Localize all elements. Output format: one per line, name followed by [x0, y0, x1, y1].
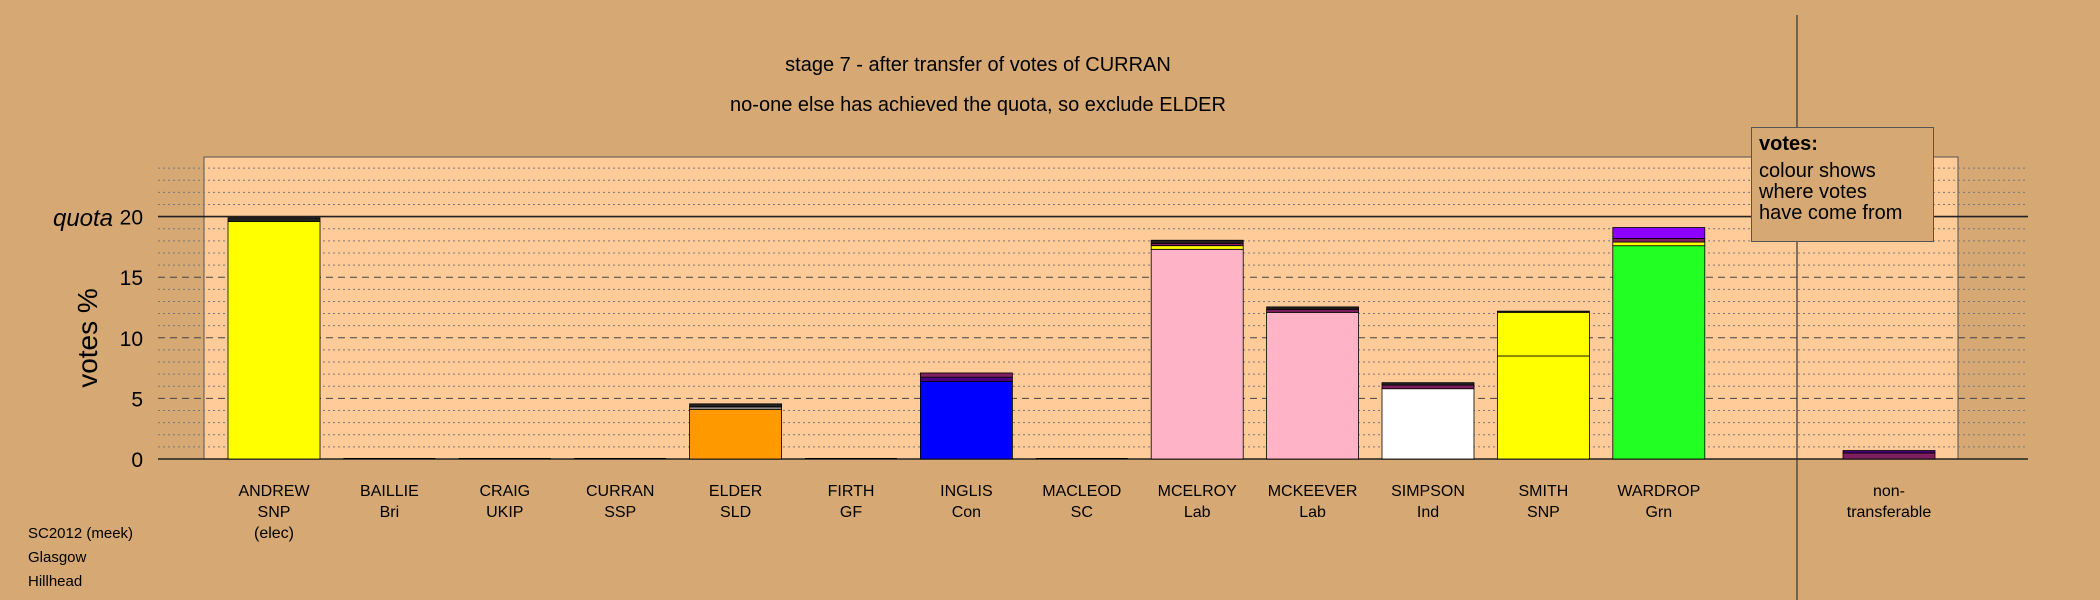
bar-segment	[1497, 355, 1590, 460]
bar-segment	[920, 376, 1013, 382]
candidate-name: INGLIS	[940, 483, 992, 500]
bar-segment	[1497, 310, 1590, 313]
chart-subtitle: no-one else has achieved the quota, so e…	[730, 94, 1226, 116]
candidate-party: Lab	[1184, 504, 1211, 521]
bar-segment	[1381, 388, 1475, 460]
y-axis: 0 5 10 15 20	[120, 207, 143, 472]
candidate-name: WARDROP	[1617, 483, 1700, 500]
bar-segment	[920, 372, 1013, 378]
bar-segment	[1266, 308, 1359, 313]
bar-segment	[458, 458, 551, 459]
candidate-party: UKIP	[486, 504, 523, 521]
bar-segment	[1612, 241, 1706, 247]
bar-segment	[805, 458, 897, 459]
candidate-party: SC	[1071, 504, 1093, 521]
candidate-name: CRAIG	[479, 483, 530, 500]
y-tick-label: 10	[120, 328, 143, 351]
candidate-name: CURRAN	[586, 483, 654, 500]
bar-firth	[805, 458, 897, 459]
bar-mckeever	[1266, 306, 1359, 460]
legend-line-1: colour shows	[1759, 160, 1876, 182]
bar-segment	[1612, 227, 1706, 239]
footer-line-3: Hillhead	[28, 573, 83, 590]
bar-smith	[1497, 310, 1590, 460]
candidate-name: SMITH	[1519, 483, 1569, 500]
nontransferable-label: transferable	[1847, 504, 1932, 521]
candidate-party: Bri	[380, 504, 400, 521]
bar-segment	[1612, 245, 1706, 460]
bar-segment	[1150, 248, 1244, 460]
bar-segment	[1035, 458, 1128, 459]
y-tick-label: 20	[120, 207, 143, 230]
bar-segment	[1266, 306, 1359, 310]
y-tick-label: 15	[120, 267, 143, 290]
candidate-name: BAILLIE	[360, 483, 419, 500]
candidate-party: GF	[840, 504, 862, 521]
bar-segment	[1150, 239, 1244, 244]
bar-curran	[574, 458, 667, 459]
bar-andrew	[227, 217, 321, 460]
quota-label: quota	[53, 205, 113, 232]
bar-segment	[1842, 452, 1936, 460]
bar-simpson	[1381, 382, 1475, 460]
legend-line-3: have come from	[1759, 202, 1903, 224]
candidate-party: Con	[952, 504, 981, 521]
candidate-party: Ind	[1417, 504, 1439, 521]
chart-title: stage 7 - after transfer of votes of CUR…	[785, 54, 1171, 76]
x-axis-labels: ANDREW SNP (elec) BAILLIE Bri CRAIG UKIP CURRAN…	[238, 483, 1931, 542]
footer: SC2012 (meek) Glasgow Hillhead	[28, 522, 133, 594]
candidate-name: ANDREW	[238, 483, 310, 500]
bar-segment	[920, 381, 1013, 460]
candidate-name: ELDER	[709, 483, 762, 500]
footer-line-1: SC2012 (meek)	[28, 525, 134, 542]
bar-nontransferable	[1842, 450, 1936, 460]
bar-segment	[1381, 382, 1475, 386]
bar-craig	[458, 458, 551, 459]
bar-segment	[1842, 450, 1936, 454]
bar-segment	[227, 221, 321, 460]
candidate-name: SIMPSON	[1391, 483, 1465, 500]
bar-inglis	[920, 372, 1013, 460]
y-tick-label: 5	[131, 388, 143, 411]
bar-segment	[343, 458, 436, 459]
candidate-party: SLD	[720, 504, 751, 521]
candidate-name: FIRTH	[828, 483, 875, 500]
y-tick-label: 0	[131, 449, 143, 472]
bar-elder	[689, 403, 782, 460]
candidate-name: MCELROY	[1158, 483, 1237, 500]
candidate-name: MACLEOD	[1042, 483, 1121, 500]
candidate-party: Grn	[1645, 504, 1672, 521]
footer-line-2: Glasgow	[28, 549, 87, 566]
candidate-party: SNP	[1527, 504, 1560, 521]
legend-line-2: where votes	[1759, 181, 1867, 203]
gridlines	[158, 167, 2028, 460]
y-axis-label: votes %	[72, 288, 103, 388]
bar-segment	[1497, 311, 1590, 357]
candidate-party: SNP	[258, 504, 291, 521]
bar-segment	[689, 408, 782, 460]
bar-segment	[1612, 238, 1706, 243]
candidate-note: (elec)	[254, 525, 294, 542]
legend-title: votes:	[1759, 133, 1818, 155]
candidate-party: Lab	[1299, 504, 1326, 521]
legend: votes: colour shows where votes have com…	[1751, 127, 1934, 242]
bar-baillie	[343, 458, 436, 459]
bar-segment	[1381, 384, 1475, 390]
bar-segment	[1150, 245, 1244, 250]
bar-segment	[227, 217, 321, 222]
bar-macleod	[1035, 458, 1128, 459]
candidate-party: SSP	[604, 504, 636, 521]
bar-segment	[1266, 311, 1359, 460]
bar-wardrop	[1612, 227, 1706, 460]
candidate-name: MCKEEVER	[1268, 483, 1358, 500]
bar-segment	[689, 403, 782, 408]
nontransferable-label: non-	[1873, 483, 1905, 500]
bar-segment	[574, 458, 667, 459]
bars	[227, 217, 1936, 460]
bar-mcelroy	[1150, 239, 1244, 460]
